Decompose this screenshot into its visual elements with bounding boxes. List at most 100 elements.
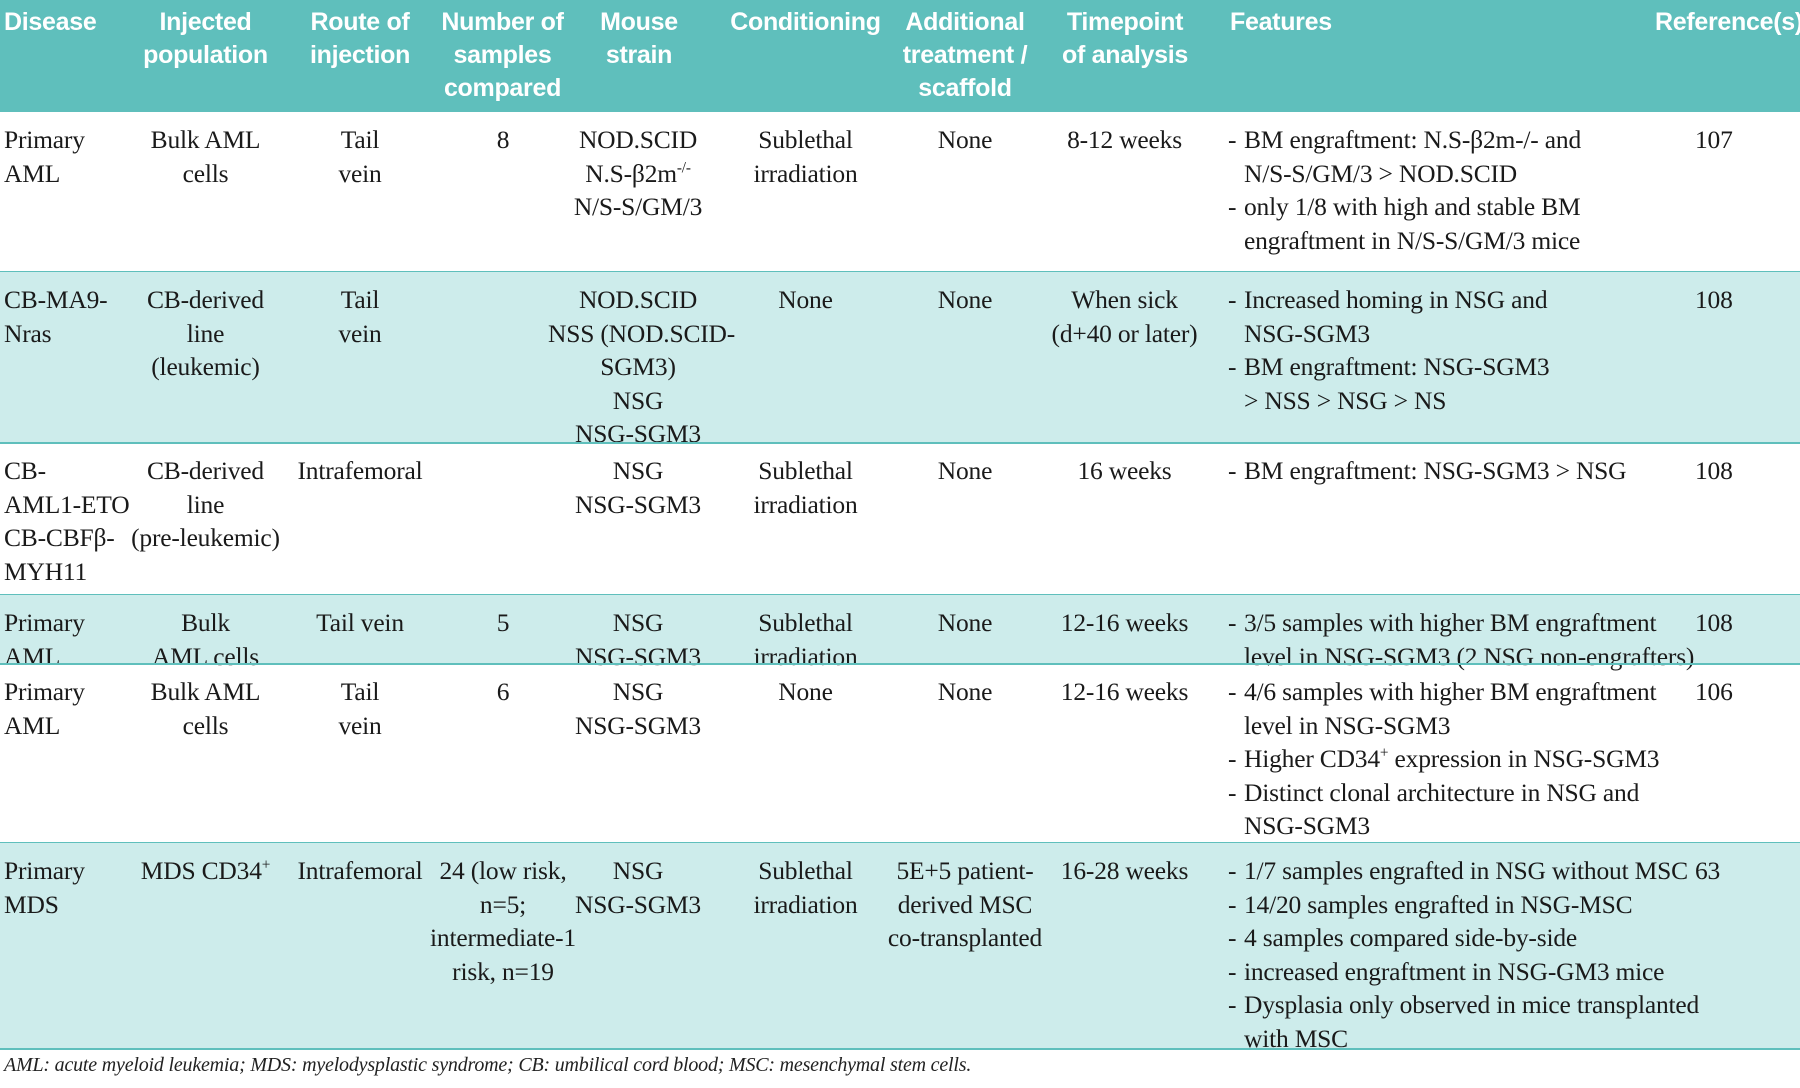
cell-line: Intrafemoral xyxy=(297,856,423,885)
header-references: Reference(s) xyxy=(1655,8,1800,36)
cell-line: 5 xyxy=(496,608,510,637)
feature-line: level in NSG-SGM3 xyxy=(1244,710,1451,740)
cell-mouse-strain: NSG NSG-SGM3 xyxy=(548,606,728,673)
cell-route: Tail vein xyxy=(290,675,430,742)
cell-line: NSG xyxy=(612,456,664,485)
cell-timepoint: When sick (d+40 or later) xyxy=(1042,283,1207,350)
feature-item: increased engraftment in NSG-GM3 mice xyxy=(1228,955,1698,989)
feature-item: Higher CD34+ expression in NSG-SGM3 xyxy=(1228,742,1698,776)
cell-line: CB-MA9- xyxy=(4,285,108,314)
table-row: Primary AML Bulk AML cells Tail vein 5 NSG NSG-… xyxy=(0,595,1800,671)
feature-line: Distinct clonal architecture in NSG and xyxy=(1244,777,1640,807)
table-row: CB-MA9- Nras CB-derived line (leukemic) Tail v… xyxy=(0,272,1800,448)
cell-line: None xyxy=(778,285,833,314)
cell-disease: Primary AML xyxy=(4,675,124,742)
cell-conditioning: Sublethal irradiation xyxy=(728,454,883,521)
cell-line: co-transplanted xyxy=(887,923,1043,952)
cell-reference: 108 xyxy=(1695,456,1733,485)
cell-line: AML xyxy=(4,158,61,188)
cell-line: Primary xyxy=(4,677,85,706)
feature-item: only 1/8 with high and stable BM engraftm… xyxy=(1228,190,1698,257)
cell-route: Intrafemoral xyxy=(290,454,430,488)
cell-features: 3/5 samples with higher BM engraftment le… xyxy=(1228,606,1698,673)
feature-line: with MSC xyxy=(1244,1023,1348,1053)
cell-disease: Primary MDS xyxy=(4,854,124,921)
cell-line: NSG-SGM3 xyxy=(575,710,701,740)
cell-line: NSG xyxy=(612,856,664,885)
cell-line: N.S-β2m-/- xyxy=(585,158,691,188)
feature-line: 3/5 samples with higher BM engraftment xyxy=(1244,608,1657,637)
table-row: Primary AML Bulk AML cells Tail vein 6 NSG NSG-S… xyxy=(0,664,1800,843)
header-strain: Mouse strain xyxy=(600,8,678,69)
feature-line: Increased homing in NSG and xyxy=(1244,285,1548,314)
cell-line: 5E+5 patient- xyxy=(896,856,1034,885)
header-timepoint: Timepoint of analysis xyxy=(1062,8,1188,69)
cell-injected-population: Bulk AML cells xyxy=(118,606,293,673)
feature-item: BM engraftment: NSG-SGM3 > NSG xyxy=(1228,454,1698,488)
table-row: CB- AML1-ETO CB-CBFβ- MYH11 CB-derived line (p… xyxy=(0,443,1800,595)
cell-line: Sublethal xyxy=(758,856,853,885)
cell-line: risk, n=19 xyxy=(452,956,554,986)
cell-line: Nras xyxy=(4,318,52,348)
cell-line: vein xyxy=(338,318,382,348)
cell-mouse-strain: NSG NSG-SGM3 xyxy=(548,454,728,521)
feature-line: level in NSG-SGM3 (2 NSG non-engrafters) xyxy=(1244,641,1695,671)
feature-line: increased engraftment in NSG-GM3 mice xyxy=(1244,956,1665,986)
row-divider xyxy=(0,1048,1800,1050)
cell-line: Primary xyxy=(4,608,85,637)
cell-line: CB- xyxy=(4,456,46,485)
cell-line: None xyxy=(937,608,993,637)
cell-line: None xyxy=(778,677,833,706)
cell-line: Bulk AML xyxy=(150,125,261,154)
cell-route: Tail vein xyxy=(290,283,430,350)
header-treatment: Additional treatment / scaffold xyxy=(902,8,1028,102)
cell-line: Tail xyxy=(340,677,380,706)
cell-line: n=5; xyxy=(479,889,527,919)
cell-line: 8 xyxy=(496,125,510,154)
cell-line: Bulk xyxy=(181,608,230,637)
cell-line: (d+40 or later) xyxy=(1051,318,1198,348)
cell-line: irradiation xyxy=(753,158,858,188)
cell-conditioning: None xyxy=(728,283,883,317)
cell-line: derived MSC xyxy=(897,889,1033,919)
cell-line: CB-derived xyxy=(147,456,264,485)
cell-line: NSS (NOD.SCID- xyxy=(548,318,736,348)
cell-line: (pre-leukemic) xyxy=(131,523,280,552)
cell-line: None xyxy=(937,125,993,154)
cell-timepoint: 12-16 weeks xyxy=(1042,675,1207,709)
cell-features: BM engraftment: N.S-β2m-/- and N/S-S/GM/3… xyxy=(1228,123,1698,257)
feature-item: Increased homing in NSG and NSG-SGM3 xyxy=(1228,283,1698,350)
cell-conditioning: Sublethal irradiation xyxy=(728,123,883,190)
cell-line: Primary xyxy=(4,125,85,154)
feature-line: NSG-SGM3 xyxy=(1244,811,1370,840)
cell-injected-population: CB-derived line (leukemic) xyxy=(118,283,293,384)
cell-line: line xyxy=(186,489,225,519)
cell-reference: 107 xyxy=(1695,125,1733,154)
cell-injected-population: CB-derived line (pre-leukemic) xyxy=(118,454,293,555)
cell-line: None xyxy=(937,285,993,314)
feature-line: engraftment in N/S-S/GM/3 mice xyxy=(1244,225,1581,255)
feature-line: BM engraftment: NSG-SGM3 xyxy=(1244,352,1550,381)
cell-treatment: None xyxy=(880,123,1050,157)
table-row: Primary MDS MDS CD34+ Intrafemoral 24 (low r… xyxy=(0,843,1800,1053)
cell-conditioning: Sublethal irradiation xyxy=(728,606,883,673)
cell-samples: 24 (low risk, n=5; intermediate-1 risk, n=1… xyxy=(428,854,578,988)
cell-line: NOD.SCID xyxy=(578,125,698,154)
cell-line: Bulk AML xyxy=(150,677,261,706)
cell-line: NSG xyxy=(612,608,664,637)
cell-timepoint: 16-28 weeks xyxy=(1042,854,1207,888)
table-header: Disease Injected population Route of inj… xyxy=(0,0,1800,112)
cell-treatment: None xyxy=(880,675,1050,709)
feature-line: Dysplasia only observed in mice transpla… xyxy=(1244,990,1700,1019)
cell-line: When sick xyxy=(1071,285,1178,314)
table-footnote: AML: acute myeloid leukemia; MDS: myelod… xyxy=(4,1054,972,1076)
row-divider xyxy=(0,442,1800,444)
cell-line: Intrafemoral xyxy=(297,456,423,485)
cell-line: SGM3) xyxy=(600,352,676,381)
cell-reference: 108 xyxy=(1695,285,1733,314)
cell-line: 24 (low risk, xyxy=(439,856,567,885)
cell-injected-population: Bulk AML cells xyxy=(118,675,293,742)
feature-line: only 1/8 with high and stable BM xyxy=(1244,192,1581,221)
feature-item: BM engraftment: NSG-SGM3 > NSS > NSG > NS xyxy=(1228,350,1698,417)
